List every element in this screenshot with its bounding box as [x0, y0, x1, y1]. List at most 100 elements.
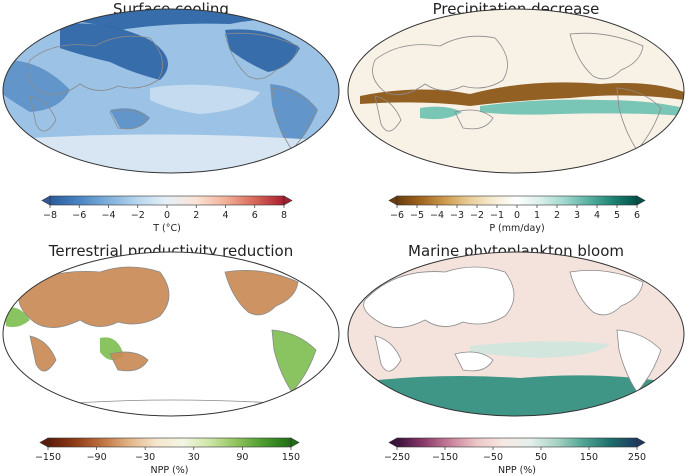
coastline — [372, 35, 508, 96]
coastline — [454, 351, 494, 372]
colorbar-tick-label: −8 — [43, 210, 57, 221]
panel-precipitation-decrease: Precipitation decrease −6−5−4−3−2−101234… — [347, 0, 685, 234]
colorbar-extend-high — [290, 437, 300, 448]
colorbar-tick-label: −6 — [72, 210, 86, 221]
colorbar-extend-low — [39, 437, 49, 448]
colorbar-extend-high — [636, 195, 646, 206]
colorbar-tick-label: −4 — [430, 210, 444, 221]
coastline — [29, 335, 57, 372]
map-precipitation-decrease — [348, 9, 684, 173]
region-dry-band — [360, 82, 684, 106]
colorbar-tick-label: 1 — [534, 210, 540, 221]
colorbar-extend-low — [388, 195, 398, 206]
colorbar-tick-label: 30 — [188, 452, 200, 463]
colorbar-tick-label: −6 — [390, 210, 404, 221]
colorbar-tick-label: 0 — [514, 210, 520, 221]
region-land-dark — [60, 23, 168, 80]
colorbar-tick-label: 50 — [535, 452, 547, 463]
region-land-increase — [4, 307, 30, 328]
colorbar-tick-label: 3 — [574, 210, 580, 221]
colorbar-tick-label: 8 — [281, 210, 287, 221]
colorbar-tick-label: 4 — [594, 210, 600, 221]
colorbar-extend-high — [636, 437, 646, 448]
colorbar-tick-label: −150 — [432, 452, 458, 463]
region-land-reduction — [30, 336, 56, 372]
coastline — [569, 270, 644, 316]
coastline — [454, 109, 494, 130]
coastline — [224, 270, 299, 316]
coastline — [374, 95, 402, 132]
colorbar-tick-label: 150 — [282, 452, 300, 463]
region-land-mid — [270, 84, 318, 150]
map-frame — [347, 251, 685, 417]
colorbar-tick-label: −1 — [490, 210, 504, 221]
map-frame — [2, 251, 340, 417]
land-mask — [617, 330, 661, 392]
land-mask — [455, 352, 493, 371]
panel-terrestrial-productivity: Terrestrial productivity reduction −150−… — [2, 242, 340, 476]
colorbar-tick-label: −2 — [470, 210, 484, 221]
colorbar-tick-label: 4 — [222, 210, 228, 221]
colorbar-tick-label: −30 — [135, 452, 155, 463]
colorbar-tick-label: −250 — [384, 452, 410, 463]
colorbar-tick-label: 90 — [236, 452, 248, 463]
colorbar-label: P (mm/day) — [489, 223, 544, 234]
coastline — [363, 266, 515, 328]
colorbar-label: NPP (%) — [150, 465, 188, 476]
coastline — [374, 335, 402, 372]
coastline — [59, 399, 291, 405]
coastline — [224, 32, 299, 80]
colorbar-tick-label: 0 — [164, 210, 170, 221]
region-wet-band — [480, 99, 684, 116]
colorbar-tick-label: 6 — [634, 210, 640, 221]
colorbar-terrestrial-productivity: −150 −90 −30 30 90 150 NPP (%) — [35, 437, 300, 476]
colorbar-tick-label: 2 — [193, 210, 199, 221]
map-frame — [347, 8, 685, 174]
coastline — [271, 87, 317, 151]
region-land-increase — [272, 330, 316, 392]
colorbar-surface-cooling: −8 −6 −4 −2 0 2 4 6 8 T (°C) — [41, 195, 293, 234]
colorbar-gradient — [47, 437, 292, 448]
colorbar-tick-label: −90 — [87, 452, 107, 463]
colorbar-label: NPP (%) — [498, 465, 536, 476]
map-marine-phytoplankton — [348, 252, 684, 416]
coastline — [109, 351, 149, 372]
colorbar-extend-low — [41, 195, 51, 206]
coastline — [616, 87, 662, 151]
colorbar-tick-label: −50 — [483, 452, 503, 463]
colorbar-gradient — [396, 437, 638, 448]
colorbar-tick-label: −5 — [410, 210, 424, 221]
colorbar-tick-label: −4 — [101, 210, 115, 221]
map-terrestrial-productivity — [3, 252, 339, 416]
colorbar-extend-high — [283, 195, 293, 206]
colorbar-tick-label: 6 — [252, 210, 258, 221]
colorbar-label: T (°C) — [152, 223, 181, 234]
region-eq-pacific — [470, 341, 610, 358]
map-surface-cooling — [3, 9, 339, 173]
region-land-reduction — [110, 352, 148, 371]
colorbar-extend-low — [388, 437, 398, 448]
panel-title: Marine phytoplankton bloom — [408, 242, 624, 260]
region-land-dark — [3, 9, 339, 30]
colorbar-tick-label: −3 — [450, 210, 464, 221]
ocean-field — [3, 252, 339, 416]
region-land-reduction — [18, 267, 169, 328]
panel-title: Terrestrial productivity reduction — [48, 242, 293, 260]
land-mask — [570, 270, 643, 315]
colorbar-tick-label: 2 — [554, 210, 560, 221]
colorbar-gradient — [396, 195, 638, 206]
coastline — [29, 95, 57, 132]
colorbar-marine-phytoplankton: −250 −150 −50 50 150 250 NPP (%) — [384, 437, 646, 476]
colorbar-tick-label: −150 — [35, 452, 61, 463]
coastline — [18, 266, 170, 328]
region-land-reduction — [225, 270, 298, 315]
coastline — [569, 32, 644, 80]
panel-marine-phytoplankton: Marine phytoplankton bloom −250 −150 −50 50… — [347, 242, 685, 476]
colorbar-tick-label: 150 — [580, 452, 598, 463]
coastline — [271, 329, 317, 393]
land-mask — [363, 267, 514, 328]
colorbar-tick-label: −2 — [131, 210, 145, 221]
coastline — [27, 35, 163, 96]
